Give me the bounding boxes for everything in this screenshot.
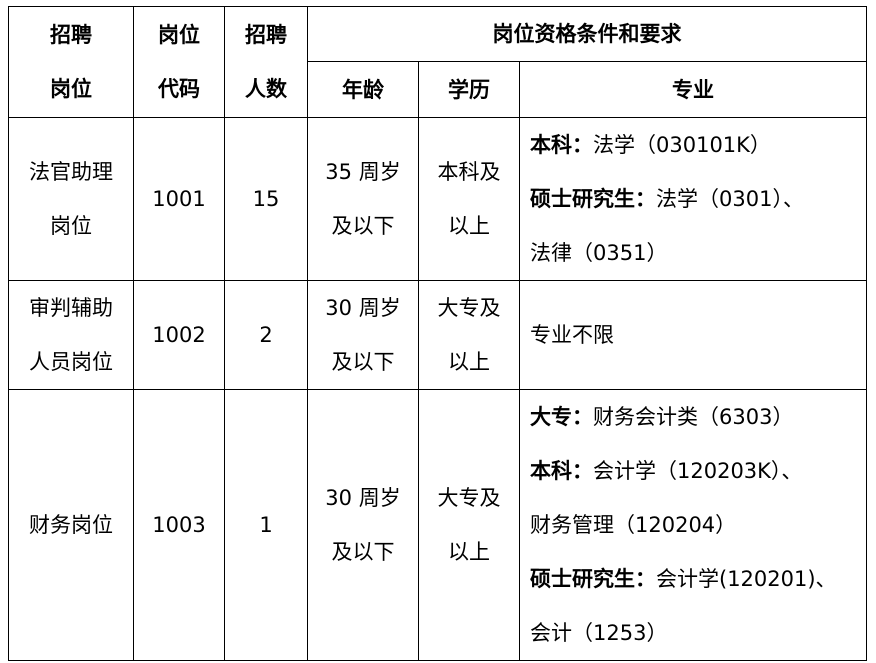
major-line: 硕士研究生：会计学(120201)、 — [530, 552, 866, 606]
count-cell: 1 — [224, 389, 308, 661]
age-cell-line: 35 周岁 — [325, 160, 401, 184]
major-cell: 本科：法学（030101K） 硕士研究生：法学（0301）、 法律（0351） — [519, 117, 867, 281]
position-cell-line: 审判辅助 — [29, 296, 113, 320]
header-major: 专业 — [519, 61, 867, 118]
education-cell: 大专及 以上 — [418, 389, 520, 661]
major-line: 会计（1253） — [530, 606, 866, 660]
position-cell: 审判辅助 人员岗位 — [8, 280, 134, 390]
code-cell: 1003 — [133, 389, 225, 661]
education-cell-line: 以上 — [448, 540, 490, 564]
age-cell-line: 30 周岁 — [325, 486, 401, 510]
position-cell-line: 岗位 — [50, 214, 92, 238]
header-position: 招聘 岗位 — [8, 6, 134, 118]
position-cell-line: 人员岗位 — [29, 350, 113, 374]
major-text: 法学（030101K） — [593, 133, 771, 157]
position-cell-line: 法官助理 — [29, 160, 113, 184]
table-row: 审判辅助 人员岗位 1002 2 30 周岁 及以下 大专及 以上 专业不限 — [8, 280, 867, 390]
education-cell: 本科及 以上 — [418, 117, 520, 281]
major-cell: 专业不限 — [519, 280, 867, 390]
education-cell-line: 以上 — [448, 350, 490, 374]
major-line: 专业不限 — [530, 308, 866, 362]
header-education: 学历 — [418, 61, 520, 118]
header-count: 招聘 人数 — [224, 6, 308, 118]
age-cell-line: 及以下 — [331, 540, 395, 564]
count-cell: 2 — [224, 280, 308, 390]
major-text: 专业不限 — [530, 323, 614, 347]
age-cell-line: 30 周岁 — [325, 296, 401, 320]
major-line: 硕士研究生：法学（0301）、 — [530, 172, 866, 226]
major-line: 本科：法学（030101K） — [530, 118, 866, 172]
header-code: 岗位 代码 — [133, 6, 225, 118]
education-cell-line: 大专及 — [437, 486, 501, 510]
major-line: 本科：会计学（120203K）、 — [530, 444, 866, 498]
position-cell: 法官助理 岗位 — [8, 117, 134, 281]
major-degree-label: 本科： — [530, 459, 593, 483]
major-text: 法学（0301）、 — [656, 187, 804, 211]
position-cell-line: 财务岗位 — [29, 513, 113, 537]
age-cell: 30 周岁及以下 — [307, 389, 419, 661]
major-text: 会计学（120203K）、 — [593, 459, 803, 483]
education-cell: 大专及 以上 — [418, 280, 520, 390]
header-requirements: 岗位资格条件和要求 — [307, 6, 867, 62]
age-cell-line: 及以下 — [331, 214, 395, 238]
major-text: 会计（1253） — [530, 621, 668, 645]
education-cell-line: 以上 — [448, 214, 490, 238]
major-text: 会计学(120201)、 — [656, 567, 837, 591]
position-cell: 财务岗位 — [8, 389, 134, 661]
code-cell: 1002 — [133, 280, 225, 390]
major-degree-label: 硕士研究生： — [530, 187, 656, 211]
age-cell: 30 周岁及以下 — [307, 280, 419, 390]
age-cell: 35 周岁及以下 — [307, 117, 419, 281]
major-degree-label: 硕士研究生： — [530, 567, 656, 591]
recruitment-table: 招聘 岗位 岗位 代码 招聘 人数 岗位资格条件和要求 年龄 学历 专业 法官助理岗位… — [8, 6, 867, 661]
header-age: 年龄 — [307, 61, 419, 118]
major-line: 大专：财务会计类（6303） — [530, 390, 866, 444]
education-cell-line: 本科及 — [437, 160, 501, 184]
education-cell-line: 大专及 — [437, 296, 501, 320]
major-text: 财务管理（120204） — [530, 513, 737, 537]
table-row: 法官助理 岗位 1001 15 35 周岁 及以下 本科及 以上 本科：法学（030101K）硕… — [8, 117, 867, 281]
major-text: 法律（0351） — [530, 241, 668, 265]
table-row: 财务岗位 1003 1 30 周岁 及以下 大专及 以上 大专：财务会计类（6303） 本科：会… — [8, 389, 867, 661]
major-degree-label: 大专： — [530, 405, 593, 429]
age-cell-line: 及以下 — [331, 350, 395, 374]
major-line: 财务管理（120204） — [530, 498, 866, 552]
major-line: 法律（0351） — [530, 226, 866, 280]
code-cell: 1001 — [133, 117, 225, 281]
major-degree-label: 本科： — [530, 133, 593, 157]
major-text: 财务会计类（6303） — [593, 405, 794, 429]
count-cell: 15 — [224, 117, 308, 281]
major-cell: 大专：财务会计类（6303） 本科：会计学（120203K）、 财务管理（12020… — [519, 389, 867, 661]
